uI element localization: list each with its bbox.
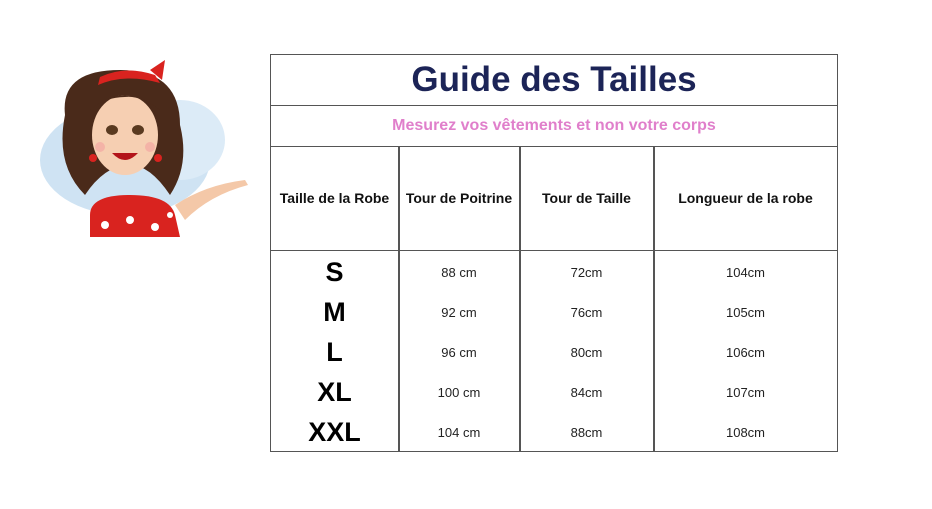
header-bust: Tour de Poitrine [405, 190, 513, 206]
cell-bust: 100 cm [437, 384, 481, 400]
table-row: S 88 cm 72cm 104cm [271, 252, 837, 293]
table-row: XL 100 cm 84cm 107cm [271, 372, 837, 413]
cell-waist: 84cm [570, 384, 603, 400]
cell-size: XL [317, 376, 352, 407]
cell-length: 108cm [725, 424, 766, 440]
cell-bust: 92 cm [441, 304, 477, 320]
cell-bust: 88 cm [441, 264, 477, 280]
cell-bust: 96 cm [441, 344, 477, 360]
table-header-row: Taille de la Robe Tour de Poitrine Tour … [271, 146, 837, 251]
cell-length: 107cm [725, 384, 766, 400]
cell-waist: 88cm [570, 424, 603, 440]
subtitle: Mesurez vos vêtements et non votre corps [271, 105, 837, 147]
cell-waist: 76cm [570, 304, 603, 320]
cell-waist: 72cm [570, 264, 603, 280]
cell-size: XXL [308, 416, 361, 447]
pinup-woman-illustration [40, 60, 248, 237]
size-guide-table: Guide des Tailles Mesurez vos vêtements … [270, 54, 838, 452]
cell-length: 104cm [725, 264, 766, 280]
column-divider [519, 146, 521, 451]
table-row: M 92 cm 76cm 105cm [271, 292, 837, 333]
column-divider [398, 146, 400, 451]
header-waist: Tour de Taille [542, 190, 631, 206]
table-row: L 96 cm 80cm 106cm [271, 332, 837, 373]
column-divider [653, 146, 655, 451]
cell-size: M [323, 296, 346, 327]
cell-bust: 104 cm [437, 424, 481, 440]
header-size: Taille de la Robe [279, 190, 390, 206]
cell-size: S [325, 256, 344, 287]
cell-waist: 80cm [570, 344, 603, 360]
header-length: Longueur de la robe [678, 190, 813, 206]
cell-length: 105cm [725, 304, 766, 320]
page-title: Guide des Tailles [271, 55, 837, 106]
table-row: XXL 104 cm 88cm 108cm [271, 412, 837, 453]
cell-size: L [326, 336, 343, 367]
cell-length: 106cm [725, 344, 766, 360]
